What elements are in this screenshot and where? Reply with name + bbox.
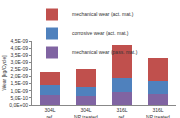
svg-text:2,0E-09: 2,0E-09: [10, 73, 28, 79]
svg-text:0,0E+00: 0,0E+00: [9, 102, 28, 108]
svg-text:1,0E-09: 1,0E-09: [10, 88, 28, 94]
svg-text:3,5E-09: 3,5E-09: [10, 52, 28, 58]
svg-text:2,5E-09: 2,5E-09: [10, 66, 28, 72]
svg-text:mechanical wear (act. mat.): mechanical wear (act. mat.): [72, 11, 134, 17]
svg-text:1,5E-09: 1,5E-09: [10, 80, 28, 86]
svg-text:3,0E-09: 3,0E-09: [10, 59, 28, 65]
svg-text:mechanical wear (pass. mat.): mechanical wear (pass. mat.): [72, 49, 138, 55]
svg-text:4,5E-09: 4,5E-09: [10, 38, 28, 44]
svg-text:316LNP treated: 316LNP treated: [146, 107, 170, 118]
svg-text:Wear [kg/Cycle]: Wear [kg/Cycle]: [1, 55, 7, 91]
svg-text:304Lref.: 304Lref.: [44, 107, 55, 118]
svg-text:4,0E-09: 4,0E-09: [10, 45, 28, 51]
svg-text:316Lref.: 316Lref.: [116, 107, 127, 118]
svg-text:304LNP treated: 304LNP treated: [74, 107, 98, 118]
svg-text:corrosive wear (act. mat.): corrosive wear (act. mat.): [72, 30, 129, 36]
svg-text:5,0E-10: 5,0E-10: [10, 95, 28, 101]
